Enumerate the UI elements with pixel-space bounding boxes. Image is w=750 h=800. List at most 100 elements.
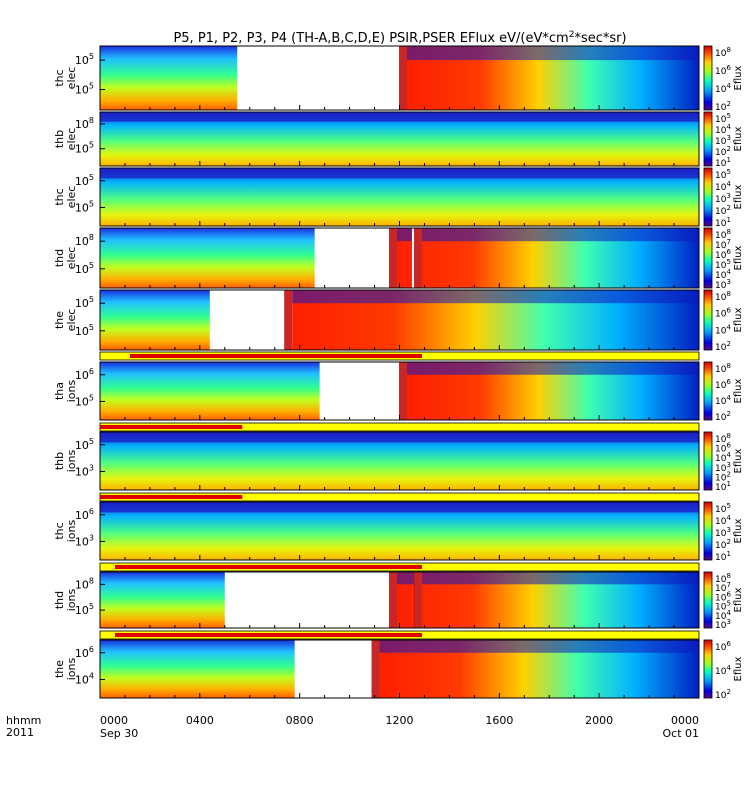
panel-ylabel: theelec	[53, 309, 78, 332]
colorbar-tick-label: 104	[715, 268, 731, 281]
y-tick-label: 106	[75, 507, 94, 522]
noise-band	[100, 432, 699, 443]
y-tick-label: 104	[75, 671, 94, 686]
y-tick-label: 108	[75, 233, 94, 248]
colorbar-label: Eflux	[733, 448, 744, 473]
status-bar-red	[129, 354, 422, 358]
colorbar-tick-label: 103	[715, 192, 731, 205]
y-tick-label: 105	[75, 602, 94, 617]
y-tick-label: 105	[75, 295, 94, 310]
colorbar	[703, 431, 713, 491]
colorbar-tick-label: 102	[715, 538, 731, 551]
y-tick-label: 105	[75, 82, 94, 97]
y-tick-label: 105	[75, 52, 94, 67]
gap-edge	[413, 228, 422, 288]
status-bar	[99, 422, 700, 432]
status-bar	[99, 562, 700, 572]
colorbar	[703, 361, 713, 421]
colorbar-label: Eflux	[733, 245, 744, 270]
gap-edge	[398, 46, 407, 110]
colorbar-tick-label: 103	[715, 134, 731, 147]
panel-ylabel: thbelec	[53, 128, 78, 151]
colorbar-label: Eflux	[733, 307, 744, 332]
panel-ylabel: thaions	[53, 379, 78, 402]
hot-region-top	[406, 46, 699, 61]
y-tick-label: 105	[75, 393, 94, 408]
colorbar-label: Eflux	[733, 378, 744, 403]
x-tick-label: 1200	[386, 714, 414, 727]
colorbar-tick-label: 102	[715, 100, 731, 113]
colorbar-tick-label: 104	[715, 609, 731, 622]
x-date-label: Oct 01	[662, 727, 699, 740]
colorbar-tick-label: 105	[715, 112, 731, 125]
colorbar-tick-label: 102	[715, 340, 731, 353]
status-bar	[99, 630, 700, 640]
status-bar-red	[100, 425, 243, 429]
y-tick-label: 105	[75, 323, 94, 338]
colorbar-tick-label: 102	[715, 145, 731, 158]
colorbar-label: Eflux	[733, 656, 744, 681]
panel-ylabel: thdelec	[53, 247, 78, 270]
colorbar-tick-label: 104	[715, 514, 731, 527]
colorbar	[703, 289, 713, 351]
hot-region-top	[379, 640, 699, 653]
colorbar-tick-label: 107	[715, 581, 731, 594]
gap-edge	[413, 572, 422, 628]
colorbar-tick-label: 106	[715, 307, 731, 320]
y-tick-label: 105	[75, 141, 94, 156]
colorbar-tick-label: 106	[715, 640, 731, 653]
panel-ylabel: theions	[53, 657, 78, 680]
colorbar	[703, 227, 713, 289]
colorbar-label: Eflux	[733, 126, 744, 151]
gap-edge	[284, 290, 293, 350]
status-bar	[99, 492, 700, 502]
colorbar-label: Eflux	[733, 587, 744, 612]
panel-ylabel: thcelec	[53, 186, 78, 209]
x-tick-label: 0800	[286, 714, 314, 727]
colorbar-tick-label: 103	[715, 278, 731, 291]
colorbar-tick-label: 104	[715, 323, 731, 336]
colorbar	[703, 571, 713, 629]
colorbar-tick-label: 103	[715, 618, 731, 631]
colorbar-tick-label: 106	[715, 442, 731, 455]
x-tick-label: 0000	[671, 714, 699, 727]
noise-band	[100, 112, 699, 122]
panel-ylabel: thcelec	[53, 67, 78, 90]
colorbar-tick-label: 102	[715, 688, 731, 701]
noise-band	[100, 168, 699, 179]
colorbar	[703, 111, 713, 167]
colorbar-tick-label: 106	[715, 590, 731, 603]
y-tick-label: 108	[75, 576, 94, 591]
colorbar-tick-label: 102	[715, 204, 731, 217]
colorbar-tick-label: 101	[715, 550, 731, 563]
data-gap	[224, 572, 398, 628]
colorbar-tick-label: 102	[715, 410, 731, 423]
colorbar-tick-label: 106	[715, 378, 731, 391]
hot-region-top	[397, 572, 699, 585]
colorbar-tick-label: 104	[715, 451, 731, 464]
y-tick-label: 106	[75, 367, 94, 382]
y-tick-label: 103	[75, 533, 94, 548]
x-tick-label: 0400	[186, 714, 214, 727]
y-tick-label: 105	[75, 261, 94, 276]
panel-ylabel: thbions	[53, 449, 78, 472]
data-gap	[319, 362, 407, 420]
status-bar	[99, 351, 700, 361]
y-tick-label: 106	[75, 645, 94, 660]
colorbar-tick-label: 108	[715, 290, 731, 303]
colorbar-tick-label: 105	[715, 258, 731, 271]
x-tick-label: 2000	[585, 714, 613, 727]
colorbar-tick-label: 108	[715, 432, 731, 445]
status-bar-red	[100, 495, 243, 499]
colorbar	[703, 639, 713, 699]
colorbar-tick-label: 108	[715, 572, 731, 585]
figure-title: P5, P1, P2, P3, P4 (TH-A,B,C,D,E) PSIR,P…	[173, 30, 626, 46]
